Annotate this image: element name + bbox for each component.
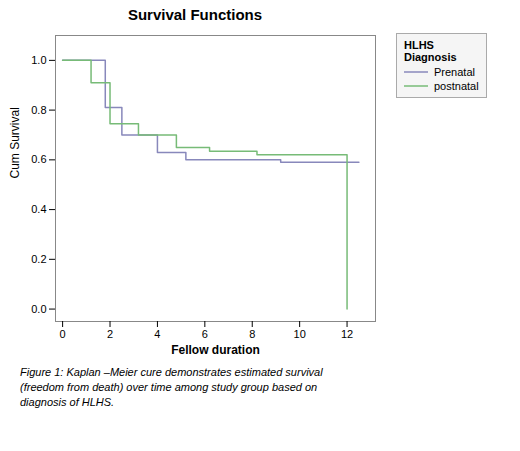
svg-text:0.0: 0.0 — [31, 303, 46, 315]
svg-text:6: 6 — [202, 328, 208, 340]
svg-text:12: 12 — [341, 328, 353, 340]
svg-text:8: 8 — [249, 328, 255, 340]
svg-text:10: 10 — [294, 328, 306, 340]
svg-text:0.4: 0.4 — [31, 203, 46, 215]
html-text:Survival Functions: Survival Functions — [127, 6, 263, 23]
svg-text:0: 0 — [60, 328, 66, 340]
svg-text:0.6: 0.6 — [31, 153, 46, 165]
html-text:Prenatal: Prenatal — [434, 66, 475, 78]
svg-text:1.0: 1.0 — [31, 54, 46, 66]
svg-text:0.2: 0.2 — [31, 253, 46, 265]
html-text:Figure 1: Kaplan –Meier cure d: Figure 1: Kaplan –Meier cure demonstrate… — [20, 366, 323, 378]
html-text:postnatal: postnatal — [434, 80, 479, 92]
html-text:Diagnosis: Diagnosis — [404, 51, 457, 63]
html-text:diagnosis of HLHS.: diagnosis of HLHS. — [20, 396, 115, 408]
html-text:HLHS: HLHS — [404, 39, 434, 51]
html-text:(freedom from death) over time: (freedom from death) over time among stu… — [20, 381, 318, 393]
svg-text:0.8: 0.8 — [31, 104, 46, 116]
svg-text:4: 4 — [154, 328, 160, 340]
svg-text:2: 2 — [107, 328, 113, 340]
svg-text:Fellow duration: Fellow duration — [171, 343, 260, 357]
svg-text:Cum Survival: Cum Survival — [8, 107, 22, 178]
